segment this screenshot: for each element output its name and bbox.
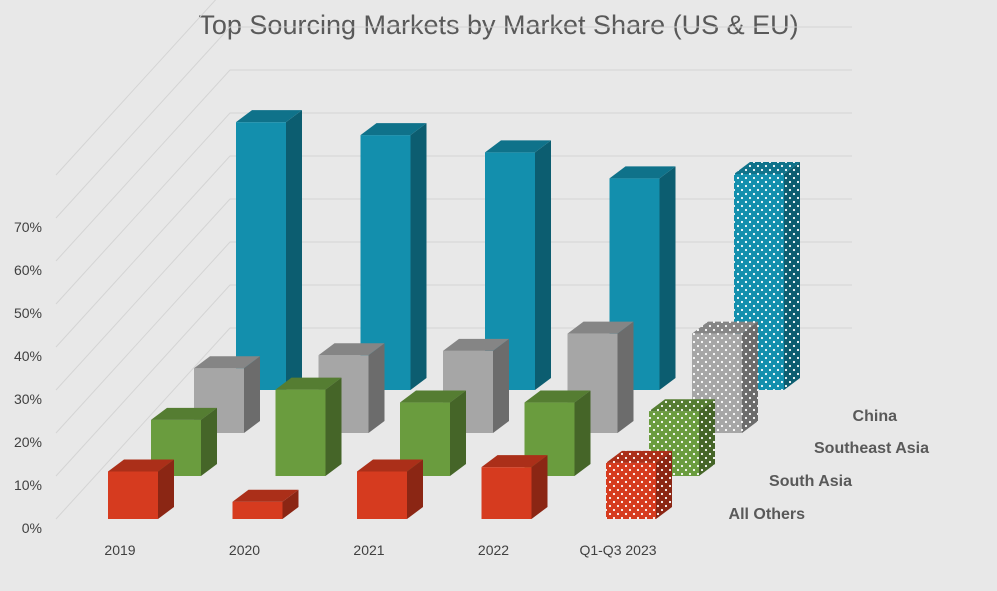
y-tick-label: 40% [14, 348, 42, 364]
gridline [55, 112, 852, 305]
bar-side-face [574, 390, 591, 476]
x-tick-label: 2019 [104, 542, 135, 558]
bar-side-face [493, 338, 509, 433]
bar-top-face [357, 459, 423, 472]
bar-front-face [275, 389, 326, 476]
bar-front-face [481, 467, 532, 519]
bar-all-others-2020 [232, 489, 299, 519]
bar-side-face [282, 489, 299, 519]
bar-side-face [325, 377, 342, 476]
bar-side-face [617, 321, 634, 433]
bar-all-others-2021 [357, 459, 423, 519]
bar-front-face [236, 122, 286, 390]
bar-china-2019 [236, 110, 302, 390]
bar-side-face [410, 123, 427, 391]
bar-side-face [784, 162, 800, 390]
bar-top-face [524, 390, 591, 403]
y-tick-label: 60% [14, 262, 42, 278]
y-tick-label: 10% [14, 477, 42, 493]
bar-south-asia-2020 [275, 377, 342, 476]
bar-top-face [151, 407, 217, 420]
bar-top-face [649, 399, 715, 412]
bar-front-face [232, 501, 283, 519]
x-tick-label: 2020 [229, 542, 260, 558]
bar-all-others-2022 [481, 455, 548, 519]
bar-china-2022 [609, 166, 676, 390]
gridline [55, 26, 852, 219]
bar-front-face [357, 471, 407, 519]
x-tick-label: 2021 [353, 542, 384, 558]
bar-top-face [108, 459, 174, 472]
chart-title: Top Sourcing Markets by Market Share (US… [198, 10, 799, 40]
bar-side-face [535, 140, 551, 390]
y-tick-label: 50% [14, 305, 42, 321]
x-tick-label: Q1-Q3 2023 [579, 542, 656, 558]
y-tick-label: 0% [22, 520, 42, 536]
series-label-southeast-asia: Southeast Asia [814, 440, 929, 457]
bar-top-face [734, 162, 800, 174]
y-tick-label: 70% [14, 219, 42, 235]
bar-side-face [531, 455, 548, 519]
bar-top-face [443, 338, 509, 351]
bar-side-face [659, 166, 676, 390]
bar-top-face [606, 450, 672, 463]
bar-top-face [485, 140, 551, 153]
bar-side-face [450, 390, 466, 476]
bar-side-face [656, 450, 672, 519]
bar-top-face [400, 390, 466, 403]
bar-side-face [244, 356, 260, 433]
bar-all-others-2019 [108, 459, 174, 519]
x-tick-label: 2022 [478, 542, 509, 558]
bar-southeast-asia-2019 [194, 356, 260, 433]
bar-top-face [194, 356, 260, 369]
bar-top-face [232, 489, 299, 502]
bar-top-face [481, 455, 548, 468]
bar-side-face [368, 343, 385, 433]
bar-top-face [318, 343, 385, 356]
bar-top-face [692, 321, 758, 334]
bar-side-face [286, 110, 302, 390]
y-tick-label: 20% [14, 434, 42, 450]
bar-top-face [567, 321, 634, 334]
gridline [55, 69, 852, 262]
bar-side-face [699, 399, 715, 476]
series-label-china: China [853, 408, 898, 425]
bar-side-face [407, 459, 423, 519]
bar-top-face [275, 377, 342, 390]
series-label-all-others: All Others [729, 506, 806, 523]
bar-top-face [236, 110, 302, 123]
bar-top-face [609, 166, 676, 179]
bar-side-face [742, 321, 758, 433]
bar-front-face [606, 462, 656, 519]
y-tick-label: 30% [14, 391, 42, 407]
bar-side-face [158, 459, 174, 519]
bar-all-others-q1-q3-2023 [606, 450, 672, 519]
gridline [55, 0, 217, 176]
bar-top-face [360, 123, 427, 136]
bar-front-face [108, 471, 158, 519]
bar-side-face [201, 407, 217, 476]
gridline [55, 155, 852, 348]
series-label-south-asia: South Asia [769, 473, 852, 490]
